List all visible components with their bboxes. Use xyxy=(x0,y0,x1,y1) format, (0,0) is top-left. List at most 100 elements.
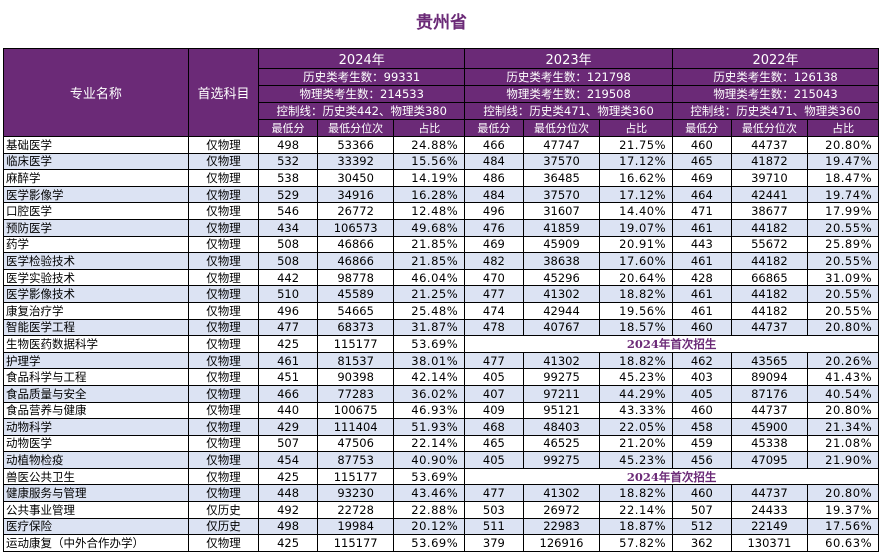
min-rank-cell: 37570 xyxy=(522,152,601,171)
min-rank-cell: 130371 xyxy=(730,534,809,552)
min-score-cell: 486 xyxy=(464,169,524,187)
table-row: 动物医学 仅物理 507 47506 22.14% 465 46525 21.20% 459 45… xyxy=(3,434,879,453)
min-rank-cell: 30450 xyxy=(316,169,395,187)
min-rank-cell: 44182 xyxy=(730,285,809,303)
min-rank-cell: 95121 xyxy=(522,401,601,420)
min-rank-cell: 44737 xyxy=(730,484,809,503)
ratio-cell: 25.48% xyxy=(393,301,466,320)
min-score-cell: 492 xyxy=(258,501,318,519)
header-subject: 首选科目 xyxy=(187,48,260,137)
sub-min-score: 最低分 xyxy=(672,119,732,137)
min-score-cell: 507 xyxy=(258,434,318,453)
min-rank-cell: 34916 xyxy=(316,185,395,204)
min-rank-cell: 126916 xyxy=(522,534,601,552)
min-rank-cell: 22149 xyxy=(730,517,809,536)
min-score-cell: 482 xyxy=(464,252,524,270)
min-score-cell: 425 xyxy=(258,467,318,486)
physics-count-2022: 物理类考生数：215043 xyxy=(672,85,879,103)
min-rank-cell: 89094 xyxy=(730,368,809,386)
major-name-cell: 医学检验技术 xyxy=(3,252,189,270)
ratio-cell: 53.69% xyxy=(393,335,466,353)
min-rank-cell: 106573 xyxy=(316,218,395,237)
subject-cell: 仅物理 xyxy=(187,301,260,320)
table-row: 医疗保险 仅历史 498 19984 20.12% 511 22983 18.87% 512 22… xyxy=(3,517,879,536)
min-score-cell: 409 xyxy=(464,401,524,420)
sub-min-rank: 最低分位次 xyxy=(522,119,601,137)
major-name-cell: 动物科学 xyxy=(3,418,189,436)
ratio-cell: 53.69% xyxy=(393,467,466,486)
subject-cell: 仅物理 xyxy=(187,152,260,171)
subject-cell: 仅物理 xyxy=(187,418,260,436)
min-score-cell: 461 xyxy=(672,218,732,237)
ratio-cell: 17.99% xyxy=(807,202,879,220)
sub-ratio: 占比 xyxy=(393,119,466,137)
min-score-cell: 405 xyxy=(672,384,732,403)
min-score-cell: 477 xyxy=(258,318,318,337)
first-enrollment-note: 2024年首次招生 xyxy=(464,335,879,353)
major-name-cell: 健康服务与管理 xyxy=(3,484,189,503)
min-rank-cell: 26772 xyxy=(316,202,395,220)
min-rank-cell: 44737 xyxy=(730,318,809,337)
table-row: 临床医学 仅物理 532 33392 15.56% 484 37570 17.12% 465 41… xyxy=(3,152,879,171)
ratio-cell: 20.55% xyxy=(807,301,879,320)
header-year-2024: 2024年 xyxy=(258,48,466,69)
min-rank-cell: 22983 xyxy=(522,517,601,536)
ratio-cell: 20.55% xyxy=(807,218,879,237)
min-score-cell: 465 xyxy=(672,152,732,171)
min-score-cell: 448 xyxy=(258,484,318,503)
subject-cell: 仅物理 xyxy=(187,467,260,486)
min-score-cell: 496 xyxy=(258,301,318,320)
subject-cell: 仅物理 xyxy=(187,218,260,237)
min-rank-cell: 22728 xyxy=(316,501,395,519)
header-year-2023: 2023年 xyxy=(464,48,674,69)
table-row: 动植物检疫 仅物理 454 87753 40.90% 405 99275 45.23% 456 4… xyxy=(3,451,879,469)
min-score-cell: 425 xyxy=(258,534,318,552)
min-rank-cell: 44182 xyxy=(730,252,809,270)
ratio-cell: 40.90% xyxy=(393,451,466,469)
subject-cell: 仅物理 xyxy=(187,235,260,254)
page-title: 贵州省 xyxy=(416,13,467,33)
ratio-cell: 14.40% xyxy=(599,202,674,220)
major-name-cell: 智能医学工程 xyxy=(3,318,189,337)
min-rank-cell: 44737 xyxy=(730,401,809,420)
major-name-cell: 基础医学 xyxy=(3,136,189,154)
ratio-cell: 17.60% xyxy=(599,252,674,270)
min-rank-cell: 41302 xyxy=(522,285,601,303)
table-row: 医学实验技术 仅物理 442 98778 46.04% 470 45296 20.64% 428… xyxy=(3,268,879,287)
header-major: 专业名称 xyxy=(3,48,189,137)
min-score-cell: 460 xyxy=(672,401,732,420)
history-count-2024: 历史类考生数：99331 xyxy=(258,68,466,86)
min-rank-cell: 38638 xyxy=(522,252,601,270)
min-rank-cell: 77283 xyxy=(316,384,395,403)
min-score-cell: 456 xyxy=(672,451,732,469)
control-line-2024: 控制线：历史类442、物理类380 xyxy=(258,102,466,120)
major-name-cell: 动植物检疫 xyxy=(3,451,189,469)
min-score-cell: 532 xyxy=(258,152,318,171)
min-rank-cell: 45589 xyxy=(316,285,395,303)
sub-min-score: 最低分 xyxy=(464,119,524,137)
table-row: 预防医学 仅物理 434 106573 49.68% 476 41859 19.07% 461 4… xyxy=(3,218,879,237)
ratio-cell: 49.68% xyxy=(393,218,466,237)
min-score-cell: 460 xyxy=(672,318,732,337)
table-row: 兽医公共卫生 仅物理 425 115177 53.69% 2024年首次招生 xyxy=(3,467,879,486)
major-name-cell: 医学影像技术 xyxy=(3,285,189,303)
min-rank-cell: 41302 xyxy=(522,351,601,370)
subject-cell: 仅物理 xyxy=(187,434,260,453)
min-rank-cell: 93230 xyxy=(316,484,395,503)
min-score-cell: 466 xyxy=(464,136,524,154)
min-rank-cell: 87753 xyxy=(316,451,395,469)
min-score-cell: 458 xyxy=(672,418,732,436)
ratio-cell: 21.85% xyxy=(393,235,466,254)
min-score-cell: 403 xyxy=(672,368,732,386)
history-count-2023: 历史类考生数：121798 xyxy=(464,68,674,86)
min-score-cell: 461 xyxy=(258,351,318,370)
min-score-cell: 407 xyxy=(464,384,524,403)
major-name-cell: 食品营养与健康 xyxy=(3,401,189,420)
subject-cell: 仅物理 xyxy=(187,285,260,303)
min-rank-cell: 41872 xyxy=(730,152,809,171)
ratio-cell: 22.14% xyxy=(599,501,674,519)
min-rank-cell: 45296 xyxy=(522,268,601,287)
min-score-cell: 507 xyxy=(672,501,732,519)
min-rank-cell: 47747 xyxy=(522,136,601,154)
min-score-cell: 443 xyxy=(672,235,732,254)
